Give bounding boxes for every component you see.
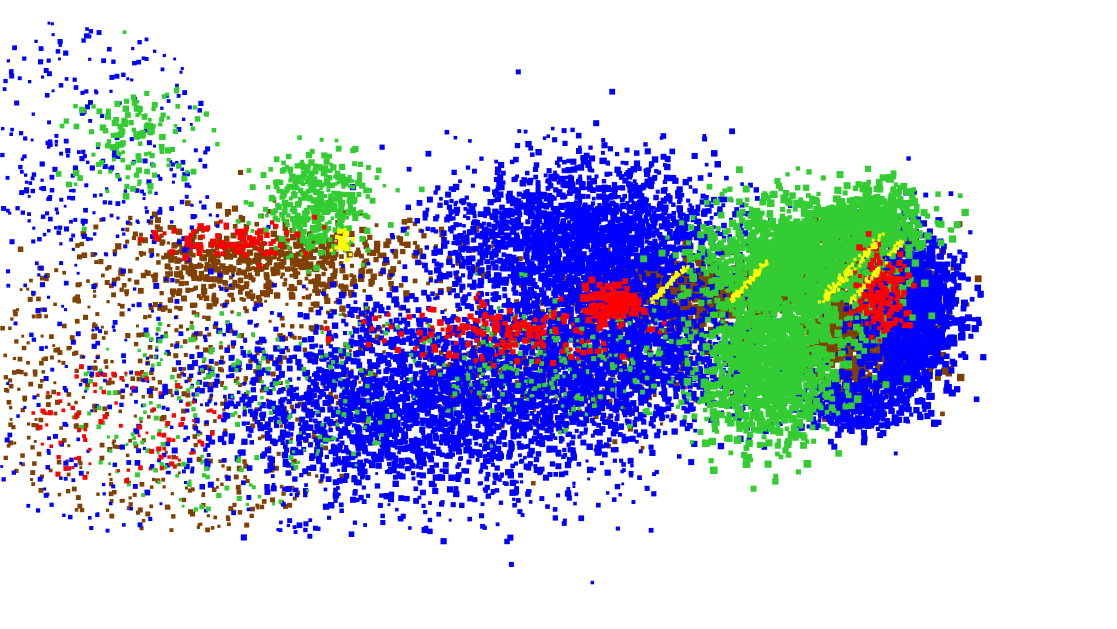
green-points-layer (55, 30, 969, 512)
yellow-points-layer (329, 227, 904, 305)
